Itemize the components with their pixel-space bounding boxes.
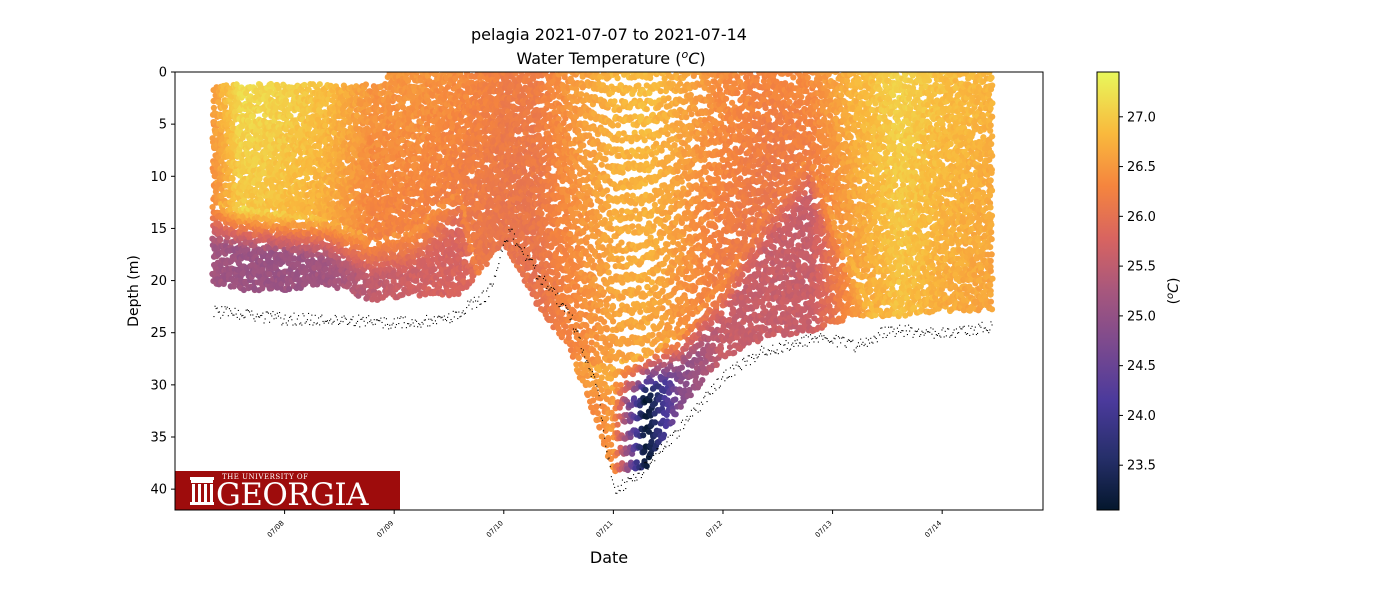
temperature-point <box>455 290 462 297</box>
temperature-point <box>362 81 369 88</box>
temperature-point <box>282 97 289 104</box>
temperature-point <box>232 222 239 230</box>
temperature-point <box>210 104 217 111</box>
chart-subtitle: Water Temperature (oC) <box>516 48 705 68</box>
temperature-point <box>233 81 240 88</box>
temperature-point <box>346 281 353 288</box>
temperature-point <box>425 205 432 212</box>
subtitle-suffix: ) <box>699 49 705 68</box>
temperature-points <box>209 72 996 475</box>
temperature-point <box>364 239 371 246</box>
temperature-point <box>209 204 216 211</box>
temperature-point <box>228 174 236 181</box>
subtitle-unit-sup: o <box>681 48 688 61</box>
temperature-point <box>363 272 370 280</box>
chart-title: pelagia 2021-07-07 to 2021-07-14 <box>471 25 747 44</box>
temperature-point <box>218 91 225 98</box>
temperature-point <box>483 260 490 268</box>
temperature-point <box>218 186 225 193</box>
temperature-point <box>449 120 456 127</box>
subtitle-prefix: Water Temperature ( <box>516 49 681 68</box>
temperature-point <box>249 192 256 200</box>
temperature-point <box>401 267 408 274</box>
temperature-point <box>316 81 323 88</box>
temperature-point <box>217 236 224 244</box>
temperature-point <box>304 175 311 182</box>
temperature-point <box>431 266 438 273</box>
temperature-point <box>241 197 248 204</box>
temperature-point <box>478 264 485 271</box>
subtitle-unit-main: C <box>688 49 700 68</box>
temperature-point <box>227 206 234 213</box>
